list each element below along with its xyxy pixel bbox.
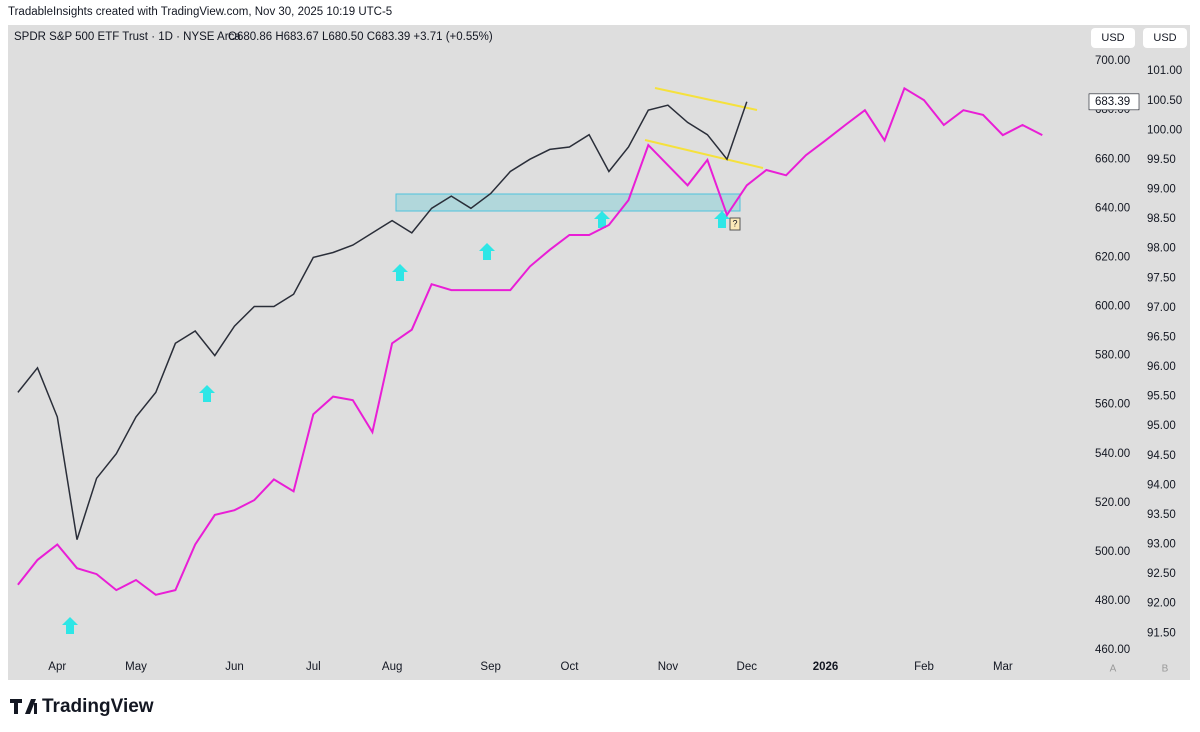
y-tick-label: 520.00	[1095, 497, 1130, 509]
x-tick-label: Sep	[480, 661, 500, 673]
y-tick-label: 460.00	[1095, 644, 1130, 656]
y-tick-label: 560.00	[1095, 399, 1130, 411]
marker: ?	[732, 218, 737, 228]
up-arrow	[594, 211, 610, 228]
currency-button[interactable]: USD	[1091, 28, 1135, 48]
series-line	[17, 86, 1043, 596]
brand: TradingView	[42, 696, 154, 717]
currency-label[interactable]: USD	[1101, 32, 1124, 44]
y-tick-label: 700.00	[1095, 55, 1130, 67]
up-arrow	[479, 243, 495, 260]
x-tick-label: Apr	[48, 661, 66, 673]
y-tick-label: 620.00	[1095, 251, 1130, 263]
y-tick-label: 480.00	[1095, 595, 1130, 607]
y-tick-label: 600.00	[1095, 301, 1130, 313]
currency-button[interactable]: USD	[1143, 28, 1187, 48]
ohlc: O680.86 H683.67 L680.50 C683.39 +3.71 (+…	[228, 31, 493, 43]
scale-button[interactable]: A	[1110, 664, 1117, 675]
y2-tick-label: 98.50	[1147, 213, 1176, 225]
series-line	[17, 101, 748, 540]
up-arrow	[392, 264, 408, 281]
y-tick-label: 540.00	[1095, 448, 1130, 460]
y2-tick-label: 98.00	[1147, 243, 1176, 255]
y2-tick-label: 97.00	[1147, 302, 1176, 314]
symbol-info: SPDR S&P 500 ETF Trust · 1D · NYSE Arca	[14, 31, 241, 43]
y2-tick-label: 95.50	[1147, 391, 1176, 403]
trend-line	[654, 87, 758, 111]
y2-tick-label: 99.00	[1147, 184, 1176, 196]
y-tick-label: 660.00	[1095, 153, 1130, 165]
scale-button[interactable]: B	[1162, 664, 1169, 675]
y2-tick-label: 92.00	[1147, 598, 1176, 610]
up-arrow	[62, 617, 78, 634]
y2-tick-label: 95.00	[1147, 420, 1176, 432]
trend-line	[644, 139, 764, 169]
watermark: TradableInsights created with TradingVie…	[8, 6, 392, 18]
logo-mark	[10, 699, 37, 714]
x-tick-label: Nov	[658, 661, 679, 673]
x-tick-label: Aug	[382, 661, 402, 673]
x-tick-label: Dec	[737, 661, 758, 673]
y2-tick-label: 94.50	[1147, 450, 1176, 462]
x-tick-label: 2026	[813, 661, 839, 673]
x-tick-label: Jul	[306, 661, 321, 673]
y2-tick-label: 100.00	[1147, 124, 1182, 136]
support-zone	[395, 193, 741, 212]
y2-tick-label: 97.50	[1147, 272, 1176, 284]
x-tick-label: Jun	[225, 661, 244, 673]
x-tick-label: May	[125, 661, 147, 673]
y2-tick-label: 96.50	[1147, 331, 1176, 343]
y2-tick-label: 91.50	[1147, 627, 1176, 639]
y2-tick-label: 96.00	[1147, 361, 1176, 373]
currency-label[interactable]: USD	[1153, 32, 1176, 44]
marker-box	[729, 217, 741, 231]
y2-tick-label: 93.50	[1147, 509, 1176, 521]
y2-tick-label: 101.00	[1147, 65, 1182, 77]
price-label-box	[1088, 93, 1140, 111]
x-tick-label: Oct	[561, 661, 580, 673]
plot-background	[8, 25, 1190, 680]
x-tick-label: Mar	[993, 661, 1013, 673]
price-label: 683.39	[1095, 96, 1130, 108]
y2-tick-label: 99.50	[1147, 154, 1176, 166]
y2-tick-label: 94.00	[1147, 479, 1176, 491]
up-arrow	[714, 211, 730, 228]
y-tick-label: 580.00	[1095, 350, 1130, 362]
x-tick-label: Feb	[914, 661, 934, 673]
up-arrow	[199, 385, 215, 402]
y-tick-label: 500.00	[1095, 546, 1130, 558]
y2-tick-label: 100.50	[1147, 95, 1182, 107]
y-tick-label: 640.00	[1095, 202, 1130, 214]
y2-tick-label: 93.00	[1147, 539, 1176, 551]
y2-tick-label: 92.50	[1147, 568, 1176, 580]
arrows	[62, 211, 730, 634]
